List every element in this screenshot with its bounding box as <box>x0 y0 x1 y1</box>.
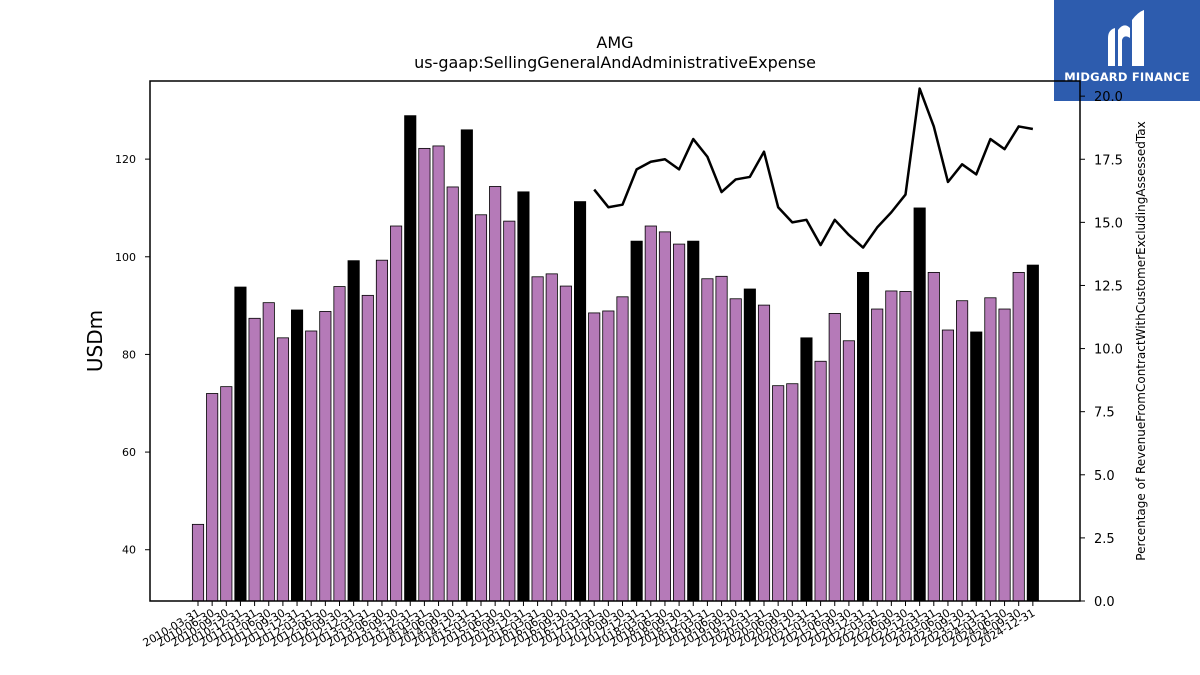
y2-tick-label: 7.5 <box>1094 406 1115 421</box>
left-axis-ticks: 40 60 80 100 120 <box>115 153 150 557</box>
bar <box>234 286 247 602</box>
chart-subtitle: us-gaap:SellingGeneralAndAdministrativeE… <box>414 53 816 72</box>
bar <box>418 147 431 602</box>
bar <box>290 309 304 602</box>
bar <box>616 296 629 602</box>
x-axis-ticks: 2010-03-312010-06-302010-09-302010-12-31… <box>141 601 1037 650</box>
bar <box>531 276 544 602</box>
bar <box>729 298 742 602</box>
axes-group <box>149 80 1081 602</box>
bar <box>701 278 714 602</box>
bar <box>927 271 940 602</box>
bar <box>1026 264 1039 602</box>
series-line <box>593 87 1034 249</box>
bar <box>871 308 884 602</box>
y-tick-label: 60 <box>122 446 136 459</box>
y2-tick-label: 17.5 <box>1094 153 1123 168</box>
bar <box>757 304 771 602</box>
bar <box>899 291 912 602</box>
y2-tick-label: 12.5 <box>1094 279 1123 294</box>
bar <box>489 186 502 602</box>
bar <box>743 288 756 602</box>
bar <box>828 313 841 602</box>
bar <box>375 259 388 602</box>
bar <box>673 243 686 602</box>
bar <box>998 308 1011 602</box>
y2-tick-label: 10.0 <box>1094 343 1123 358</box>
bar <box>602 310 615 602</box>
bar <box>432 145 445 602</box>
bar <box>220 386 233 602</box>
bar <box>262 302 275 602</box>
bars-group <box>191 115 1039 602</box>
y-tick-label: 120 <box>115 153 136 166</box>
y2-axis-label: Percentage of RevenueFromContractWithCus… <box>1134 121 1148 560</box>
bar <box>786 383 799 602</box>
right-axis-ticks: 0.0 2.5 5.0 7.5 10.0 12.5 15.0 17.5 20.0 <box>1080 90 1123 610</box>
bar <box>390 225 403 602</box>
line-group <box>593 87 1034 249</box>
bar <box>503 220 516 602</box>
bar <box>333 286 346 602</box>
bar <box>460 129 473 602</box>
bar <box>956 300 969 602</box>
plot-frame <box>149 80 1081 602</box>
bar <box>857 271 870 602</box>
y2-tick-label: 5.0 <box>1094 469 1115 484</box>
bar <box>644 225 657 602</box>
y-tick-label: 40 <box>122 544 136 557</box>
bar <box>191 523 205 602</box>
bar <box>474 214 488 602</box>
bar <box>715 275 728 602</box>
y-axis-label: USDm <box>83 310 107 372</box>
bar <box>446 186 459 602</box>
bar <box>842 340 855 602</box>
bar <box>588 312 601 602</box>
bar <box>984 297 997 602</box>
bar <box>574 201 587 602</box>
bar <box>1012 271 1025 602</box>
bar <box>517 191 530 602</box>
y-tick-label: 80 <box>122 348 136 361</box>
bar <box>687 240 700 602</box>
bar <box>885 290 898 602</box>
chart-title: AMG <box>596 33 633 52</box>
bar <box>630 240 643 602</box>
bar <box>305 330 318 602</box>
bar <box>319 311 332 602</box>
y2-tick-label: 2.5 <box>1094 532 1115 547</box>
bar <box>545 273 558 602</box>
y2-tick-label: 0.0 <box>1094 595 1115 610</box>
bar <box>772 385 785 602</box>
logo-text: MIDGARD FINANCE <box>1064 70 1190 84</box>
bar <box>276 337 289 602</box>
bar <box>658 231 671 602</box>
y2-tick-label: 20.0 <box>1094 90 1123 105</box>
bar <box>361 294 374 602</box>
bar <box>347 260 360 602</box>
bar <box>248 317 261 602</box>
bar <box>970 331 983 602</box>
midgard-finance-logo: MIDGARD FINANCE <box>1054 0 1200 101</box>
bar <box>814 360 827 602</box>
midgard-logo-icon <box>1108 10 1144 66</box>
bar <box>206 393 219 602</box>
bar <box>913 207 926 602</box>
bar <box>404 115 417 602</box>
bar <box>800 337 813 602</box>
bar <box>559 285 572 602</box>
bar <box>941 329 954 602</box>
y-tick-label: 100 <box>115 251 136 264</box>
y2-tick-label: 15.0 <box>1094 216 1123 231</box>
